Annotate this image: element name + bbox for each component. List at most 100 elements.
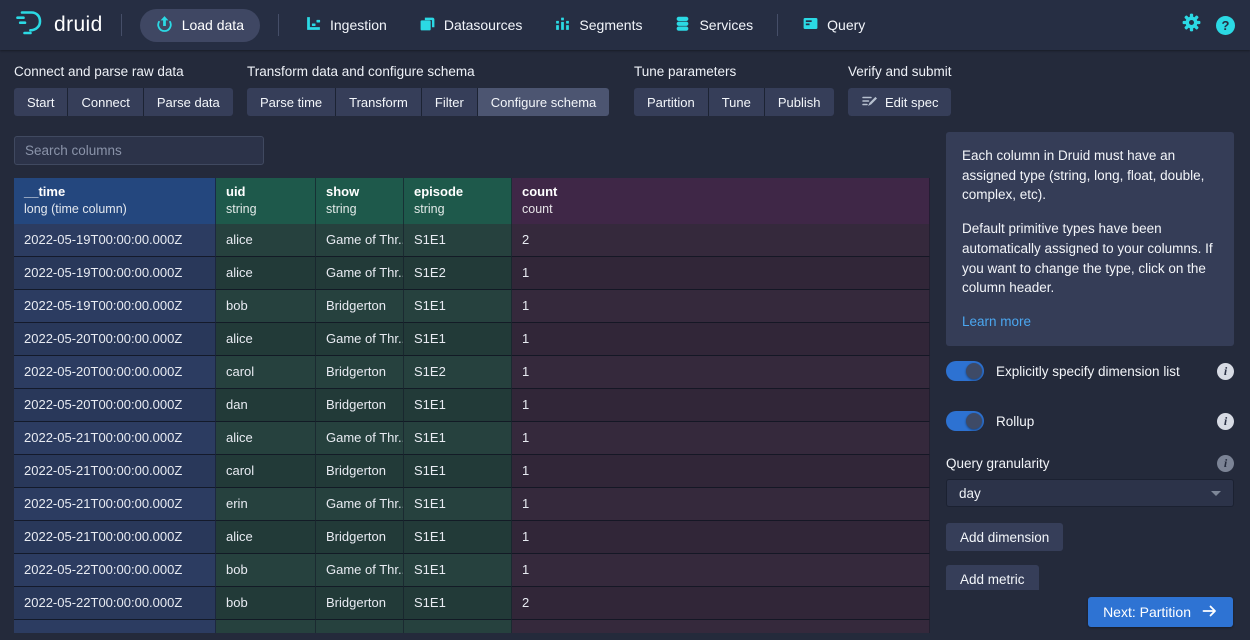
cell-show: Bridgerton bbox=[316, 521, 404, 554]
step-button-configure-schema[interactable]: Configure schema bbox=[477, 88, 610, 116]
column-name: count bbox=[522, 184, 558, 199]
column-name: uid bbox=[226, 184, 246, 199]
select-value: day bbox=[959, 485, 981, 501]
step-button-publish[interactable]: Publish bbox=[764, 88, 834, 116]
toggle-knob bbox=[966, 363, 982, 379]
step-button-transform[interactable]: Transform bbox=[336, 88, 421, 116]
table-row: 2022-05-20T00:00:00.000Z carol Bridgerto… bbox=[14, 356, 930, 389]
cell-episode: S1E1 bbox=[404, 389, 512, 422]
step-button-group: Start Connect Parse data bbox=[14, 88, 233, 116]
toggle-label: Rollup bbox=[996, 413, 1035, 429]
nav-item-segments[interactable]: Segments bbox=[554, 15, 642, 35]
cell-episode bbox=[404, 620, 512, 633]
cell-show: Bridgerton bbox=[316, 455, 404, 488]
cell-time: 2022-05-21T00:00:00.000Z bbox=[14, 455, 216, 488]
rollup-toggle-row: Rollup i bbox=[946, 411, 1234, 431]
column-header-show[interactable]: show string bbox=[316, 178, 404, 224]
edit-spec-icon bbox=[861, 93, 877, 112]
step-button-filter[interactable]: Filter bbox=[421, 88, 477, 116]
cell-episode: S1E1 bbox=[404, 224, 512, 257]
learn-more-link[interactable]: Learn more bbox=[962, 313, 1032, 329]
next-partition-button[interactable]: Next: Partition bbox=[1088, 597, 1233, 627]
cell-time: 2022-05-20T00:00:00.000Z bbox=[14, 356, 216, 389]
druid-brand[interactable]: druid bbox=[15, 9, 103, 41]
column-type: count bbox=[522, 202, 553, 216]
cell-count: 1 bbox=[512, 554, 930, 587]
cell-uid bbox=[216, 620, 316, 633]
gear-icon[interactable] bbox=[1182, 13, 1201, 37]
cell-time: 2022-05-21T00:00:00.000Z bbox=[14, 521, 216, 554]
topbar-divider bbox=[777, 14, 779, 36]
cell-time: 2022-05-19T00:00:00.000Z bbox=[14, 257, 216, 290]
table-row: 2022-05-19T00:00:00.000Z alice Game of T… bbox=[14, 224, 930, 257]
step-button-edit-spec[interactable]: Edit spec bbox=[848, 88, 952, 116]
column-header-time[interactable]: __time long (time column) bbox=[14, 178, 216, 224]
search-columns-input[interactable] bbox=[14, 136, 264, 165]
add-metric-button[interactable]: Add metric bbox=[946, 565, 1039, 590]
cell-episode: S1E1 bbox=[404, 488, 512, 521]
toggle-label: Explicitly specify dimension list bbox=[996, 363, 1180, 379]
table-row: 2022-05-20T00:00:00.000Z dan Bridgerton … bbox=[14, 389, 930, 422]
nav-item-load-data[interactable]: Load data bbox=[139, 8, 260, 42]
table-row-partial bbox=[14, 620, 930, 633]
cell-episode: S1E2 bbox=[404, 356, 512, 389]
druid-logo-icon bbox=[15, 9, 45, 41]
step-button-start[interactable]: Start bbox=[14, 88, 68, 116]
column-type: string bbox=[326, 202, 357, 216]
cell-count: 1 bbox=[512, 521, 930, 554]
cell-uid: alice bbox=[216, 224, 316, 257]
column-header-count[interactable]: count count bbox=[512, 178, 930, 224]
table-row: 2022-05-21T00:00:00.000Z alice Bridgerto… bbox=[14, 521, 930, 554]
add-dimension-button[interactable]: Add dimension bbox=[946, 523, 1064, 551]
cell-show: Game of Thr... bbox=[316, 323, 404, 356]
rollup-toggle[interactable] bbox=[946, 411, 984, 431]
help-icon[interactable]: ? bbox=[1216, 15, 1235, 35]
cell-episode: S1E1 bbox=[404, 290, 512, 323]
topbar-divider bbox=[278, 14, 279, 36]
dimension-list-toggle[interactable] bbox=[946, 361, 984, 381]
step-button-parse-time[interactable]: Parse time bbox=[247, 88, 336, 116]
cell-show: Bridgerton bbox=[316, 356, 404, 389]
step-button-label: Edit spec bbox=[885, 94, 939, 110]
dimension-list-toggle-row: Explicitly specify dimension list i bbox=[946, 361, 1234, 381]
cell-show: Game of Thr... bbox=[316, 554, 404, 587]
info-icon[interactable]: i bbox=[1217, 455, 1234, 472]
cell-show: Bridgerton bbox=[316, 587, 404, 620]
nav-item-ingestion[interactable]: Ingestion bbox=[305, 15, 387, 35]
cell-time: 2022-05-20T00:00:00.000Z bbox=[14, 389, 216, 422]
cell-show: Game of Thr... bbox=[316, 422, 404, 455]
column-header-episode[interactable]: episode string bbox=[404, 178, 512, 224]
info-icon[interactable]: i bbox=[1217, 362, 1234, 380]
step-button-tune[interactable]: Tune bbox=[708, 88, 764, 116]
query-icon bbox=[802, 15, 819, 35]
step-button-group: Edit spec bbox=[848, 88, 952, 116]
nav-item-label: Datasources bbox=[443, 17, 523, 33]
column-header-uid[interactable]: uid string bbox=[216, 178, 316, 224]
step-group-label: Connect and parse raw data bbox=[14, 64, 184, 79]
next-button-label: Next: Partition bbox=[1103, 604, 1191, 620]
nav-item-services[interactable]: Services bbox=[674, 15, 753, 35]
step-button-partition[interactable]: Partition bbox=[634, 88, 708, 116]
cell-count: 1 bbox=[512, 290, 930, 323]
nav-item-label: Query bbox=[827, 17, 866, 33]
cell-count: 1 bbox=[512, 488, 930, 521]
cell-episode: S1E2 bbox=[404, 257, 512, 290]
nav-item-query[interactable]: Query bbox=[802, 15, 865, 35]
table-row: 2022-05-20T00:00:00.000Z alice Game of T… bbox=[14, 323, 930, 356]
configure-schema-side-panel: Each column in Druid must have an assign… bbox=[946, 132, 1234, 590]
step-button-parse-data[interactable]: Parse data bbox=[143, 88, 233, 116]
cell-count: 1 bbox=[512, 323, 930, 356]
top-navbar: druid Load data bbox=[0, 0, 1250, 50]
info-icon[interactable]: i bbox=[1217, 412, 1234, 430]
step-button-connect[interactable]: Connect bbox=[68, 88, 143, 116]
cell-uid: alice bbox=[216, 323, 316, 356]
cell-count: 2 bbox=[512, 224, 930, 257]
step-button-group: Partition Tune Publish bbox=[634, 88, 834, 116]
cell-time: 2022-05-19T00:00:00.000Z bbox=[14, 290, 216, 323]
nav-item-datasources[interactable]: Datasources bbox=[419, 15, 523, 35]
query-granularity-select[interactable]: day bbox=[946, 479, 1234, 507]
nav-item-label: Segments bbox=[579, 17, 643, 33]
column-name: show bbox=[326, 184, 360, 199]
step-group-label: Verify and submit bbox=[848, 64, 952, 79]
upload-icon bbox=[156, 15, 173, 35]
